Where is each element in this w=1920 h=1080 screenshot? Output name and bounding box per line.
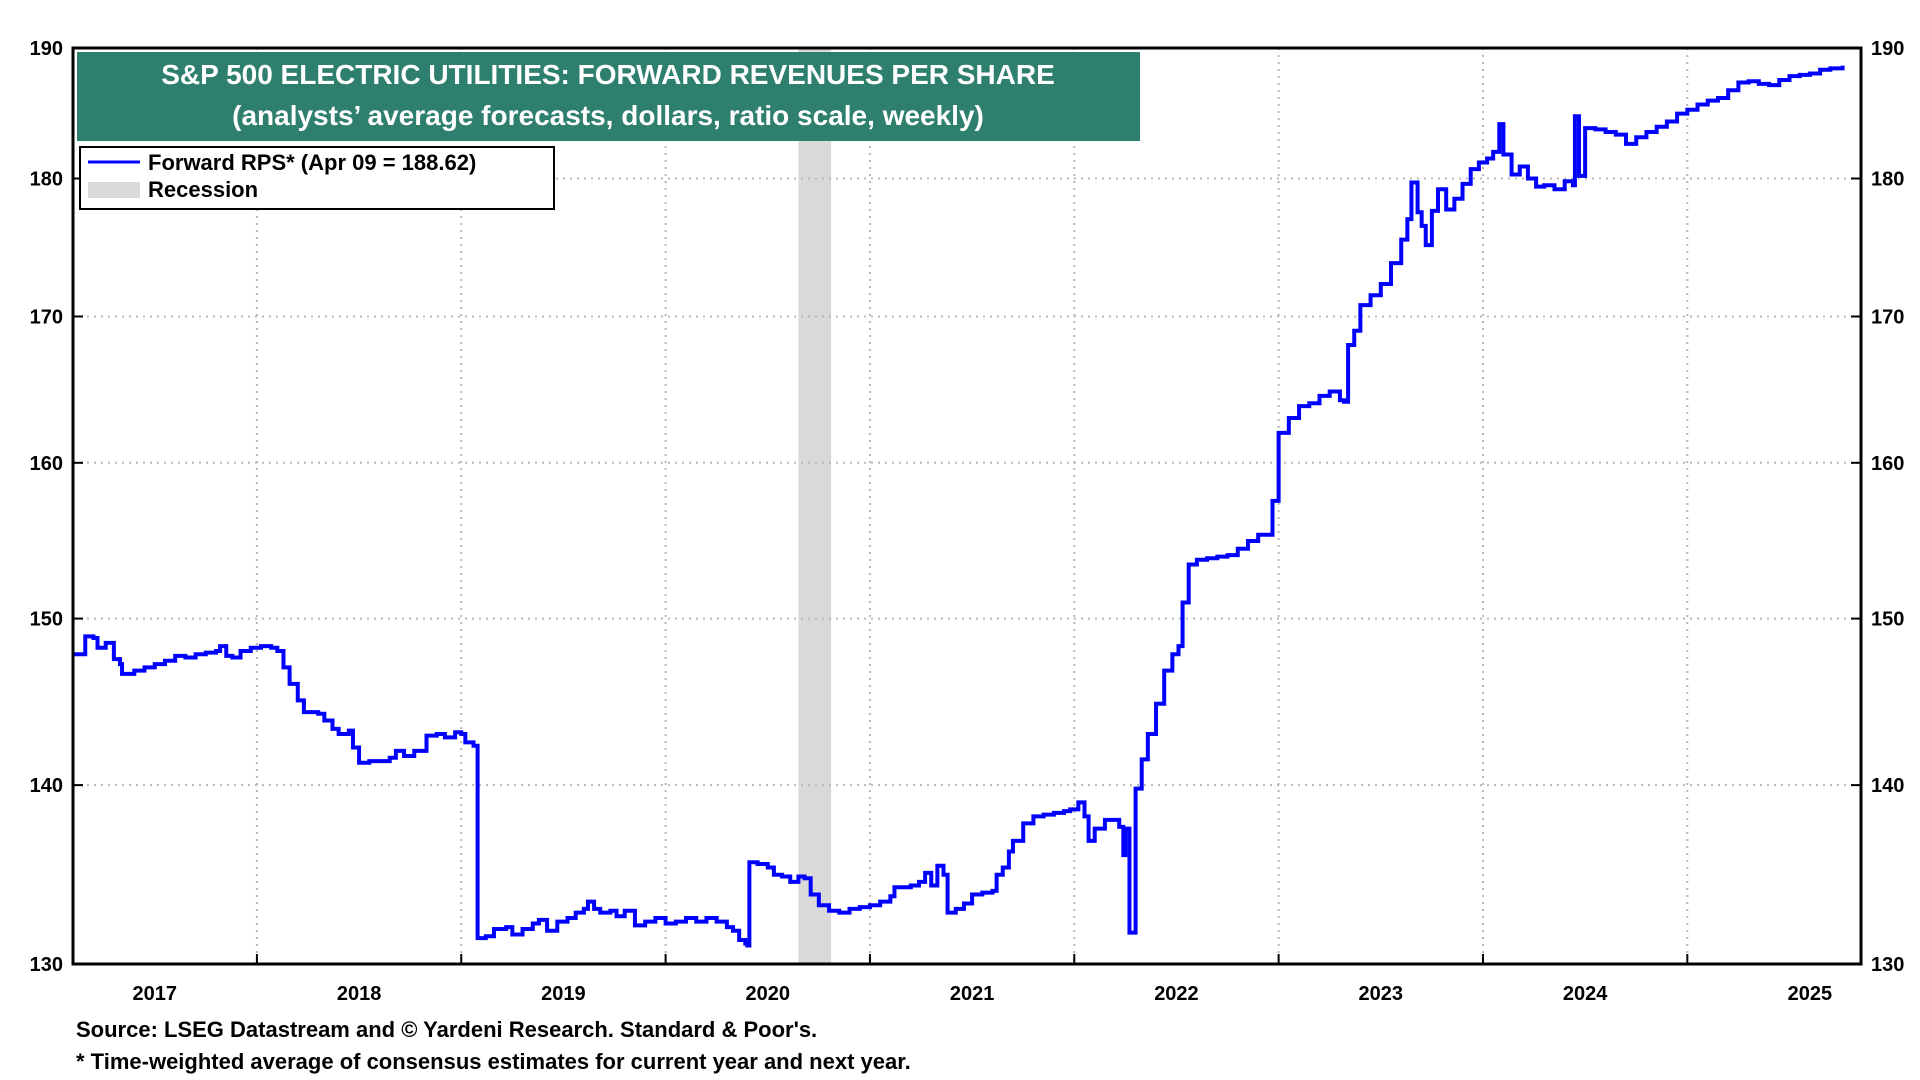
x-tick-label-2024: 2024 (1563, 983, 1608, 1005)
y-tick-label-left-150: 150 (30, 609, 63, 631)
chart-subtitle: (analysts’ average forecasts, dollars, r… (232, 100, 984, 131)
legend: Forward RPS* (Apr 09 = 188.62) Recession (79, 146, 555, 210)
series-line-forward-rps (73, 65, 1845, 948)
footer-note: * Time-weighted average of consensus est… (76, 1049, 911, 1074)
legend-swatch-recession (88, 182, 140, 198)
y-tick-label-right-180: 180 (1871, 169, 1904, 191)
x-tick-label-2020: 2020 (746, 983, 791, 1005)
y-tick-label-left-180: 180 (30, 169, 63, 191)
y-tick-label-right-150: 150 (1871, 609, 1904, 631)
y-tick-label-left-170: 170 (30, 306, 63, 328)
x-tick-label-2019: 2019 (541, 983, 586, 1005)
y-tick-label-right-130: 130 (1871, 954, 1904, 976)
x-tick-label-2021: 2021 (950, 983, 995, 1005)
chart-title-box: S&P 500 ELECTRIC UTILITIES: FORWARD REVE… (77, 52, 1140, 141)
y-tick-label-left-190: 190 (30, 38, 63, 60)
legend-label-recession: Recession (148, 177, 258, 202)
footer-source: Source: LSEG Datastream and © Yardeni Re… (76, 1017, 818, 1042)
x-tick-label-2018: 2018 (337, 983, 382, 1005)
y-tick-label-right-190: 190 (1871, 38, 1904, 60)
y-tick-label-left-130: 130 (30, 954, 63, 976)
x-tick-label-2022: 2022 (1154, 983, 1199, 1005)
y-tick-label-right-170: 170 (1871, 306, 1904, 328)
y-tick-label-right-140: 140 (1871, 775, 1904, 797)
chart-title: S&P 500 ELECTRIC UTILITIES: FORWARD REVE… (161, 59, 1055, 90)
y-tick-label-left-160: 160 (30, 453, 63, 475)
legend-label-forward-rps: Forward RPS* (Apr 09 = 188.62) (148, 150, 476, 175)
x-tick-label-2025: 2025 (1788, 983, 1833, 1005)
y-tick-label-right-160: 160 (1871, 453, 1904, 475)
title-band (77, 52, 1140, 141)
recession-band-0 (798, 48, 832, 964)
x-tick-label-2017: 2017 (132, 983, 177, 1005)
y-tick-label-left-140: 140 (30, 775, 63, 797)
x-tick-label-2023: 2023 (1359, 983, 1404, 1005)
plot-frame (71, 46, 1863, 966)
legend-box (79, 146, 555, 210)
